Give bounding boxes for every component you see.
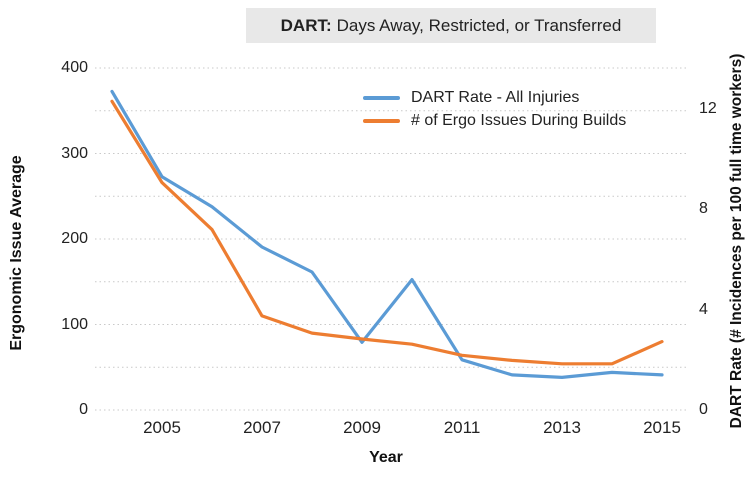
x-tick-label: 2007	[243, 418, 281, 437]
right-tick-label: 0	[699, 401, 708, 418]
x-tick-label: 2009	[343, 418, 381, 437]
left-tick-label: 400	[61, 59, 88, 76]
chart-title-text: Days Away, Restricted, or Transferred	[336, 15, 622, 35]
ergo-issues-line	[110, 99, 664, 366]
legend-item-dart: DART Rate - All Injuries	[363, 86, 626, 109]
right-tick-label: 8	[699, 200, 708, 218]
x-tick-label: 2015	[643, 418, 681, 437]
x-tick-label: 2011	[443, 418, 481, 437]
x-axis-title: Year	[369, 449, 403, 466]
left-axis-title: Ergonomic Issue Average	[8, 155, 25, 351]
chart-title-prefix: DART:	[280, 15, 332, 35]
left-tick-label: 200	[61, 230, 88, 247]
legend-label-dart: DART Rate - All Injuries	[411, 88, 580, 106]
chart-title: DART: Days Away, Restricted, or Transfer…	[246, 8, 656, 43]
legend-item-ergo: # of Ergo Issues During Builds	[363, 109, 626, 132]
dart-rate-line	[110, 89, 664, 379]
ergo-line-swatch	[363, 118, 400, 123]
legend: DART Rate - All Injuries # of Ergo Issue…	[363, 86, 626, 132]
left-tick-label: 0	[79, 401, 88, 418]
right-tick-label: 12	[699, 100, 717, 117]
x-tick-label: 2005	[143, 418, 181, 437]
dart-line-swatch	[363, 95, 400, 100]
legend-label-ergo: # of Ergo Issues During Builds	[411, 111, 627, 129]
left-tick-label: 100	[61, 315, 88, 333]
right-tick-label: 4	[699, 300, 708, 318]
plot-area	[95, 67, 689, 411]
x-tick-label: 2013	[543, 418, 581, 437]
left-tick-label: 300	[61, 144, 88, 162]
